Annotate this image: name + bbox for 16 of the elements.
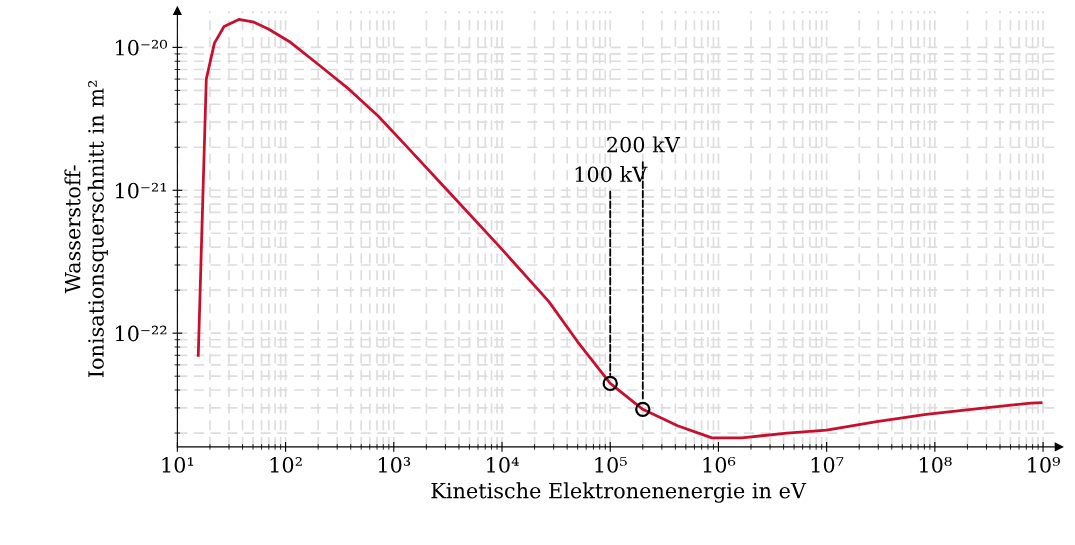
y-axis-title: Wasserstoff- Ionisationsquerschnitt in m²: [64, 80, 108, 378]
x-tick-label: 10⁵: [595, 456, 627, 473]
y-tick-label: 10⁻²¹: [115, 182, 167, 199]
x-tick-label: 10⁹: [1028, 456, 1060, 473]
annotation: 200 kV: [607, 136, 681, 153]
y-tick-label: 10⁻²²: [115, 325, 167, 342]
annotation: 100 kV: [575, 166, 648, 183]
x-tick-label: 10⁸: [919, 456, 952, 473]
x-tick-label: 10¹: [162, 456, 194, 473]
x-axis-title: Kinetische Elektronenenergie in eV: [431, 482, 807, 503]
x-tick-label: 10⁶: [703, 456, 736, 473]
x-tick-label: 10⁴: [487, 456, 519, 473]
x-tick-label: 10²: [270, 456, 302, 473]
x-tick-label: 10³: [378, 456, 411, 473]
x-tick-label: 10⁷: [811, 456, 844, 473]
y-tick-label: 10⁻²⁰: [115, 39, 168, 56]
